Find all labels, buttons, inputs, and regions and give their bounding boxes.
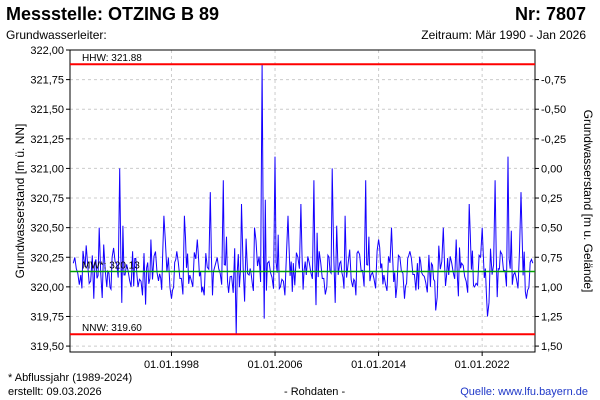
y-tick-label-8: 321,50 [30, 104, 64, 116]
x-tick-label-1: 01.01.2006 [248, 359, 303, 371]
series-line-groundwater [72, 64, 534, 335]
y2-axis-label: Grundwasserstand [m u. Gelände] [581, 110, 595, 293]
station-number: Nr: 7807 [514, 4, 586, 24]
y-tick-label-7: 321,25 [30, 134, 64, 146]
y-tick-label-9: 321,75 [30, 75, 64, 87]
y-axis-label: Grundwasserstand [m ü. NN] [13, 124, 27, 279]
y-tick-label-6: 321,00 [30, 163, 64, 175]
y-tick-label-4: 320,50 [30, 223, 64, 235]
y2-tick-label-9: 1,50 [541, 341, 562, 353]
y2-tick-label-7: 1,00 [541, 282, 562, 294]
period-label: Zeitraum: Mär 1990 - Jan 2026 [421, 28, 586, 42]
y2-tick-label-6: 0,75 [541, 252, 562, 264]
station-title: Messstelle: OTZING B 89 [6, 4, 220, 24]
x-tick-label-2: 01.01.2014 [351, 359, 406, 371]
reference-label-0: HHW: 321.88 [82, 53, 142, 64]
y2-tick-label-8: 1,25 [541, 311, 562, 323]
created-date: erstellt: 09.03.2026 [8, 386, 102, 398]
raw-data-label: - Rohdaten - [284, 386, 346, 398]
y2-tick-label-2: -0,25 [541, 134, 566, 146]
y-tick-label-0: 319,50 [30, 341, 64, 353]
aquifer-label: Grundwasserleiter: [6, 28, 107, 42]
y-tick-label-5: 320,75 [30, 193, 64, 205]
y-tick-label-2: 320,00 [30, 282, 64, 294]
source-link[interactable]: Quelle: www.lfu.bayern.de [460, 386, 588, 398]
y2-tick-label-3: 0,00 [541, 163, 562, 175]
y2-tick-label-1: -0,50 [541, 104, 566, 116]
y-tick-label-3: 320,25 [30, 252, 64, 264]
x-tick-label-0: 01.01.1998 [144, 359, 199, 371]
y2-tick-label-0: -0,75 [541, 75, 566, 87]
y2-tick-label-5: 0,50 [541, 223, 562, 235]
x-tick-label-3: 01.01.2022 [455, 359, 510, 371]
reference-label-2: NNW: 319.60 [82, 323, 142, 334]
y2-tick-label-4: 0,25 [541, 193, 562, 205]
y-tick-label-10: 322,00 [30, 45, 64, 57]
y-tick-label-1: 319,75 [30, 311, 64, 323]
footnote: * Abflussjahr (1989-2024) [8, 372, 133, 384]
plot-frame [69, 49, 536, 353]
reference-label-1: MW*: 320.13 [82, 260, 140, 271]
